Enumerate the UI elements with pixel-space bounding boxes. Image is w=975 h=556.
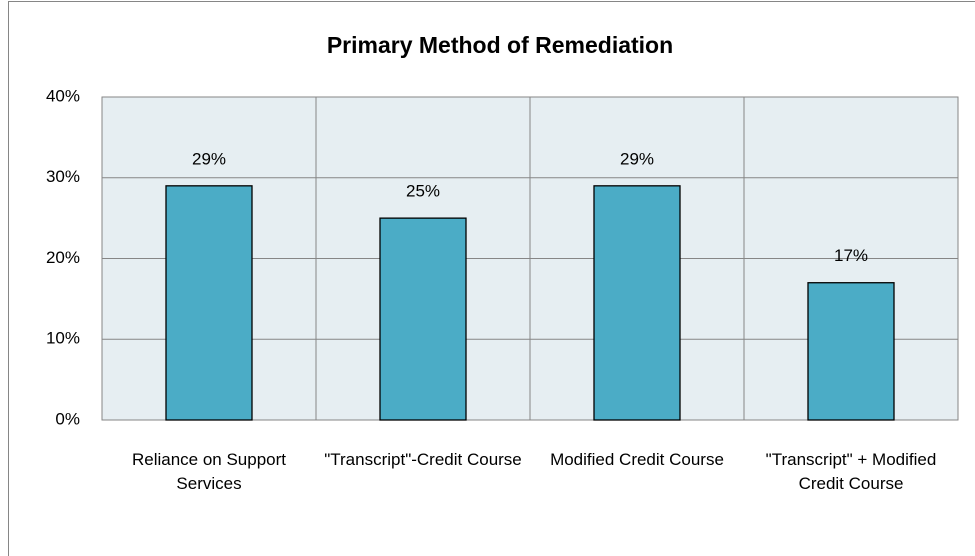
bar	[165, 185, 253, 421]
y-tick-label: 0%	[55, 409, 80, 428]
x-tick-label: Reliance on Support Services	[131, 450, 287, 493]
chart-title: Primary Method of Remediation	[327, 32, 673, 58]
y-tick-label: 20%	[46, 248, 80, 267]
x-tick-label: Modified Credit Course	[550, 450, 724, 469]
data-label: 29%	[620, 149, 654, 168]
y-tick-label: 10%	[46, 329, 80, 348]
y-tick-label: 30%	[46, 167, 80, 186]
x-tick-label: "Transcript"-Credit Course	[324, 450, 522, 469]
data-label: 25%	[406, 182, 440, 201]
bar	[807, 282, 895, 421]
bar	[593, 185, 681, 421]
bar	[379, 217, 467, 421]
data-label: 17%	[834, 246, 868, 265]
y-tick-label: 40%	[46, 86, 80, 105]
data-label: 29%	[192, 149, 226, 168]
x-tick-label: "Transcript" + Modified Credit Course	[765, 450, 937, 493]
